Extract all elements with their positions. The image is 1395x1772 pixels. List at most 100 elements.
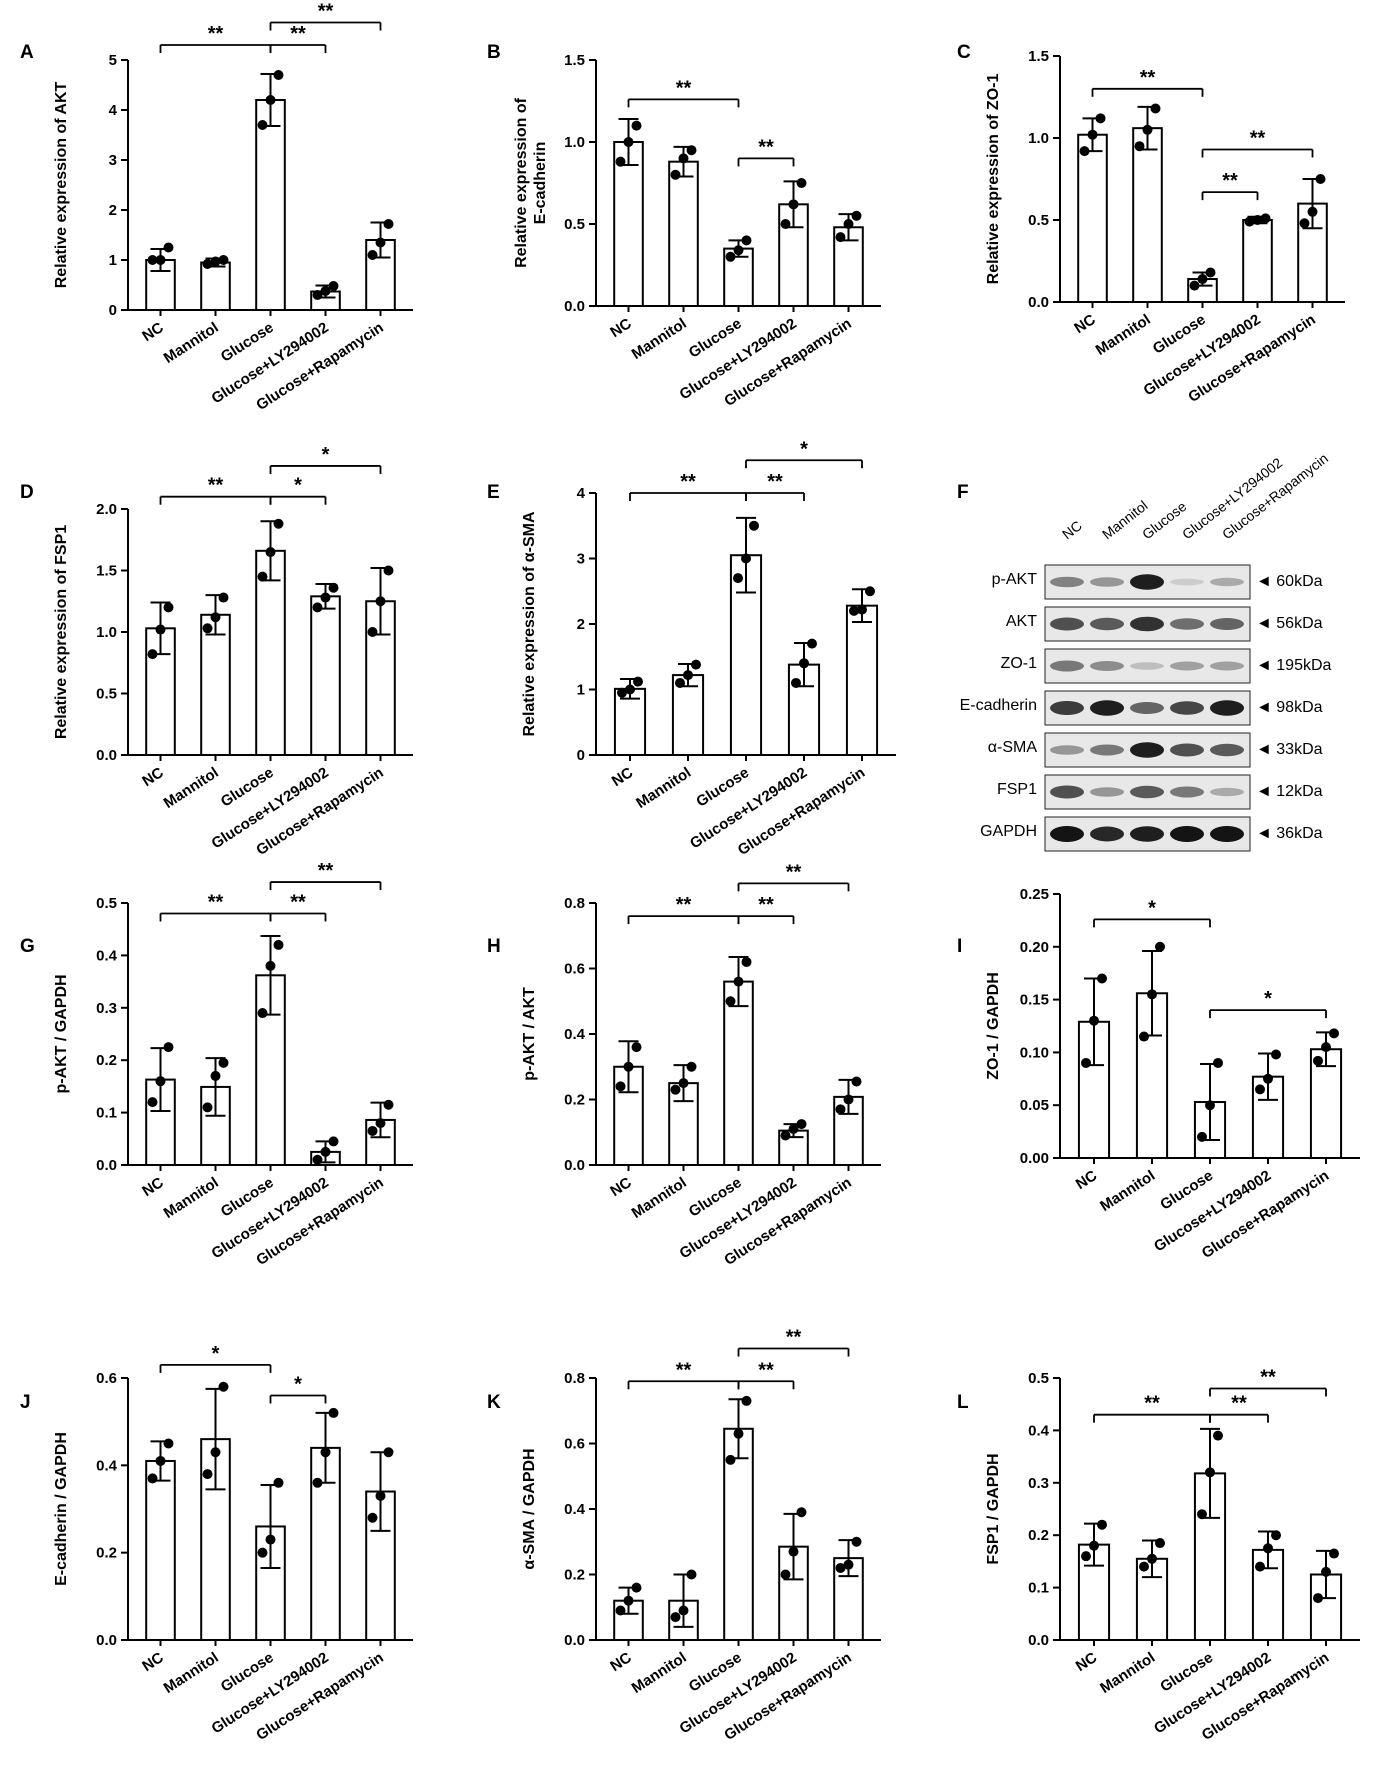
chart-panel-B: 0.0 0.5 1.0 1.5 Relative expression of E-cadh… bbox=[513, 52, 881, 410]
y-tick-label: 0.0 bbox=[564, 1632, 585, 1649]
blot-band bbox=[1130, 785, 1164, 799]
data-point bbox=[835, 232, 846, 243]
blot-band bbox=[1050, 617, 1084, 631]
y-tick-label: 0.0 bbox=[564, 298, 585, 315]
blot-band bbox=[1130, 742, 1164, 758]
y-tick-label: 0.5 bbox=[1028, 212, 1049, 229]
significance-label: ** bbox=[1231, 1393, 1247, 1415]
data-point bbox=[835, 1562, 846, 1573]
data-point bbox=[367, 627, 378, 637]
blot-protein-label: p-AKT bbox=[992, 571, 1038, 588]
blot-band bbox=[1090, 617, 1124, 631]
data-point bbox=[1081, 1057, 1091, 1068]
blot-band bbox=[1090, 744, 1124, 756]
data-point bbox=[851, 1536, 862, 1547]
data-point bbox=[375, 237, 386, 248]
chart-panel-J: 0.0 0.2 0.4 0.6 E-cadherin / GAPDH NCMannitol… bbox=[53, 1343, 413, 1744]
data-point bbox=[835, 1104, 846, 1115]
data-point bbox=[1139, 1031, 1149, 1042]
chart-panel-H: 0.00.20.40.60.8p-AKT / AKTNCMannitolGluc… bbox=[521, 861, 881, 1269]
blot-protein-label: FSP1 bbox=[997, 781, 1037, 798]
data-point bbox=[1087, 129, 1098, 140]
data-point bbox=[210, 1070, 221, 1081]
chart-panel-K: 0.00.20.40.60.8α-SMA / GAPDHNCMannitolGl… bbox=[521, 1327, 881, 1744]
data-point bbox=[741, 553, 751, 564]
y-tick-label: 0.20 bbox=[1020, 939, 1049, 956]
data-point bbox=[788, 1123, 799, 1134]
y-tick-label: 2.0 bbox=[96, 501, 117, 518]
data-point bbox=[725, 1454, 736, 1465]
significance-label: * bbox=[322, 444, 330, 466]
y-tick-label: 0.10 bbox=[1020, 1044, 1049, 1061]
data-point bbox=[218, 1381, 229, 1392]
blot-band bbox=[1090, 577, 1124, 587]
bar bbox=[255, 549, 286, 756]
data-point bbox=[312, 1477, 323, 1488]
blot-band bbox=[1050, 576, 1084, 588]
blot-band bbox=[1090, 787, 1124, 797]
data-point bbox=[1205, 1467, 1215, 1478]
data-point bbox=[843, 1094, 854, 1105]
bar bbox=[613, 687, 647, 756]
blot-size-label: ◄ 12kDa bbox=[1256, 783, 1323, 800]
data-point bbox=[163, 602, 174, 613]
data-point bbox=[741, 1395, 752, 1406]
data-point bbox=[678, 1078, 689, 1089]
blot-band bbox=[1210, 743, 1244, 757]
data-point bbox=[617, 687, 627, 698]
data-point bbox=[257, 1008, 268, 1019]
y-tick-label: 0.6 bbox=[564, 1436, 585, 1453]
data-point bbox=[312, 1154, 323, 1165]
bar bbox=[200, 261, 231, 311]
significance-label: ** bbox=[676, 77, 692, 99]
data-point bbox=[210, 1447, 221, 1458]
bar bbox=[1077, 133, 1108, 303]
significance-label: ** bbox=[676, 1359, 692, 1381]
data-point bbox=[1155, 1538, 1165, 1549]
data-point bbox=[749, 520, 759, 531]
bar bbox=[845, 604, 879, 756]
data-point bbox=[1089, 1540, 1099, 1551]
chart-panel-G: 0.0 0.1 0.2 0.3 0.4 0.5 p-AKT / GAPDH NCMannito… bbox=[53, 860, 413, 1269]
data-point bbox=[328, 1407, 339, 1418]
blot-lane-label: Glucose bbox=[1139, 498, 1189, 542]
data-point bbox=[1321, 1566, 1331, 1577]
blot-band bbox=[1050, 701, 1084, 715]
data-point bbox=[1147, 1553, 1157, 1564]
y-tick-label: 0.5 bbox=[96, 686, 117, 703]
category-label: Mannitol bbox=[629, 315, 690, 363]
data-point bbox=[780, 1569, 791, 1580]
data-point bbox=[320, 592, 331, 603]
chart-panel-I: 0.00 0.05 0.10 0.15 0.20 0.25 ZO-1 / GAPDH NCMa… bbox=[985, 886, 1360, 1262]
data-point bbox=[796, 1507, 807, 1518]
panel-label-F: F bbox=[957, 482, 969, 503]
data-point bbox=[623, 1595, 634, 1606]
data-point bbox=[741, 235, 752, 246]
y-tick-label: 0.8 bbox=[564, 895, 585, 912]
data-point bbox=[312, 290, 323, 300]
data-point bbox=[623, 1061, 634, 1072]
y-tick-label: 2 bbox=[109, 202, 117, 219]
data-point bbox=[1329, 1548, 1339, 1559]
data-point bbox=[807, 638, 817, 649]
category-label: Mannitol bbox=[629, 1649, 690, 1697]
y-tick-label: 0.0 bbox=[1028, 1632, 1049, 1649]
data-point bbox=[1263, 1543, 1273, 1554]
data-point bbox=[367, 1512, 378, 1523]
data-point bbox=[218, 1057, 229, 1068]
data-point bbox=[1150, 103, 1161, 114]
y-tick-label: 0.2 bbox=[96, 1545, 117, 1562]
data-point bbox=[210, 256, 221, 267]
data-point bbox=[733, 245, 744, 256]
data-point bbox=[686, 1061, 697, 1072]
blot-size-label: ◄ 36kDa bbox=[1256, 825, 1323, 842]
data-point bbox=[257, 1547, 268, 1558]
data-point bbox=[1089, 1015, 1099, 1026]
data-point bbox=[733, 573, 743, 584]
significance-label: ** bbox=[758, 1359, 774, 1381]
panel-label-A: A bbox=[20, 42, 34, 63]
data-point bbox=[273, 70, 284, 80]
y-axis-label: FSP1 / GAPDH bbox=[985, 1453, 1002, 1564]
data-point bbox=[312, 602, 323, 613]
